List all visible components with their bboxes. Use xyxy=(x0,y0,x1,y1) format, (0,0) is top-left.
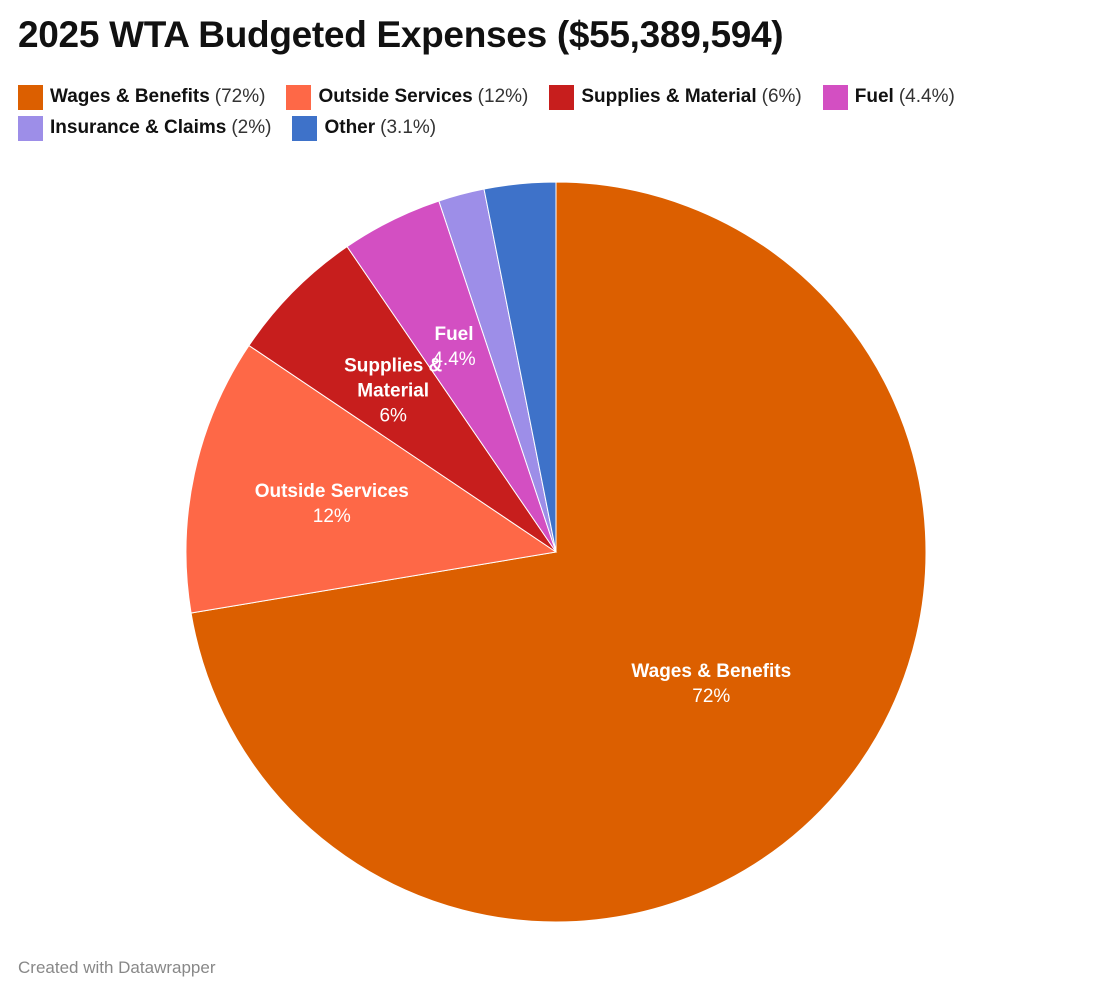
slice-outside-services xyxy=(185,344,558,614)
legend-label: Wages & Benefits xyxy=(50,86,210,107)
legend-label: Fuel xyxy=(854,86,894,107)
slice-label-wages-and-benefits: Wages & Benefits 72% xyxy=(631,661,791,707)
legend-percent: (2%) xyxy=(231,117,272,138)
legend-swatch xyxy=(822,84,848,110)
slice-label-percent: 72% xyxy=(692,686,730,707)
legend-label: Other xyxy=(324,117,376,138)
legend-label: Outside Services xyxy=(318,86,473,107)
slice-label-name: Outside Services xyxy=(255,481,409,502)
legend-item-insurance-and-claims: Insurance & Claims (2%) xyxy=(18,115,271,141)
slice-label-outside-services: Outside Services 12% xyxy=(255,481,409,527)
slice-label-percent: 6% xyxy=(379,405,407,426)
slice-label-supplies-and-material: Supplies & Material 6% xyxy=(344,355,442,426)
legend-item-fuel: Fuel (4.4%) xyxy=(822,84,955,110)
slice-supplies-and-material xyxy=(248,245,557,553)
legend-label: Insurance & Claims xyxy=(50,117,227,138)
legend-swatch xyxy=(292,115,318,141)
legend-percent: (12%) xyxy=(477,86,529,107)
slice-label-name: Material xyxy=(357,380,429,401)
legend-percent: (4.4%) xyxy=(898,86,955,107)
legend-item-wages-and-benefits: Wages & Benefits (72%) xyxy=(18,84,265,110)
legend: Wages & Benefits (72%) Outside Services (12… xyxy=(18,84,1078,141)
legend-swatch xyxy=(18,84,43,110)
chart-title: 2025 WTA Budgeted Expenses ($55,389,594) xyxy=(18,14,784,55)
legend-percent: (6%) xyxy=(761,86,802,107)
slice-label-percent: 4.4% xyxy=(432,349,475,370)
legend-label: Supplies & Material xyxy=(581,86,757,107)
pie-labels: Wages & Benefits 72% Outside Services 12% Su… xyxy=(255,324,791,707)
legend-item-other: Other (3.1%) xyxy=(292,115,436,141)
legend-swatch xyxy=(549,84,575,110)
pie-slices xyxy=(185,181,927,923)
slice-other xyxy=(483,181,557,553)
legend-swatch xyxy=(286,84,312,110)
legend-percent: (3.1%) xyxy=(380,117,437,138)
slice-label-percent: 12% xyxy=(313,506,351,527)
legend-item-supplies-and-material: Supplies & Material (6%) xyxy=(549,84,802,110)
slice-label-name: Fuel xyxy=(434,324,473,345)
slice-label-fuel: Fuel 4.4% xyxy=(432,324,475,370)
legend-swatch xyxy=(18,115,43,141)
legend-item-outside-services: Outside Services (12%) xyxy=(286,84,528,110)
slice-label-name: Wages & Benefits xyxy=(631,661,791,682)
legend-percent: (72%) xyxy=(214,86,266,107)
footer-credit: Created with Datawrapper xyxy=(18,958,216,977)
slice-wages-and-benefits xyxy=(190,181,927,923)
slice-label-name: Supplies & xyxy=(344,355,442,376)
